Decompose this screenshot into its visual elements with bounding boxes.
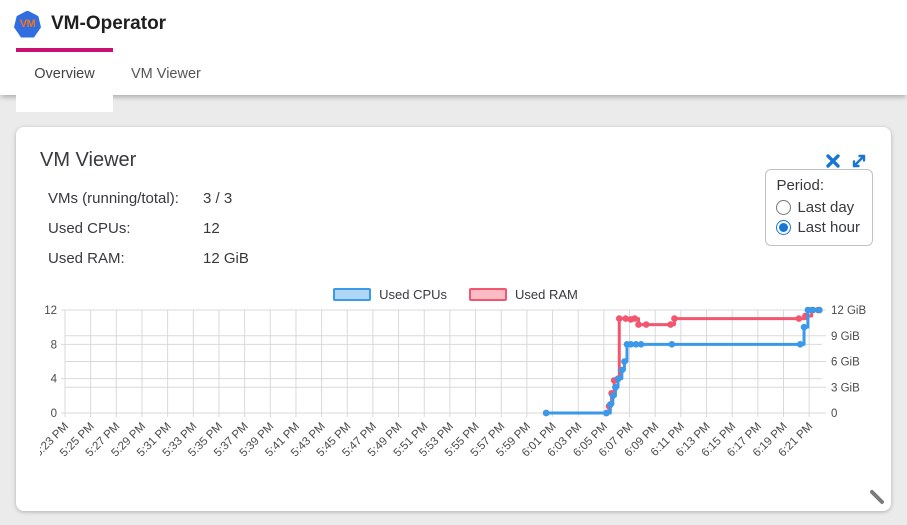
radio-last-day[interactable]: Last day: [776, 199, 860, 216]
svg-text:8: 8: [51, 339, 57, 351]
legend-label: Used RAM: [515, 287, 578, 302]
app-title: VM-Operator: [51, 13, 167, 34]
legend-item-cpus: Used CPUs: [333, 287, 447, 302]
tab-vm-viewer[interactable]: VM Viewer: [131, 65, 201, 82]
radio-last-day-input[interactable]: [776, 200, 792, 215]
stat-value: 12: [203, 220, 220, 237]
svg-text:12: 12: [44, 305, 57, 317]
app-header: VM VM-Operator Overview VM Viewer: [0, 0, 907, 112]
svg-text:0: 0: [831, 408, 837, 420]
expand-icon[interactable]: [851, 153, 867, 169]
card-title: VM Viewer: [40, 149, 137, 171]
svg-text:6 GiB: 6 GiB: [831, 357, 860, 369]
stat-value: 3 / 3: [203, 190, 233, 207]
stat-label: Used CPUs:: [48, 220, 131, 237]
stat-label: Used RAM:: [48, 250, 125, 267]
svg-text:12 GiB: 12 GiB: [831, 305, 866, 317]
radio-last-hour-input[interactable]: [776, 220, 792, 235]
legend-swatch-cpus: [333, 288, 372, 301]
svg-text:4: 4: [51, 374, 58, 386]
vm-viewer-card: VM Viewer VMs (running/total): 3 / 3 Use…: [16, 127, 891, 511]
period-radio-group: Period: Last day Last hour: [765, 169, 873, 246]
usage-chart: 5:23 PM5:25 PM5:27 PM5:29 PM5:31 PM5:33 …: [32, 305, 866, 459]
svg-text:9 GiB: 9 GiB: [831, 331, 860, 343]
radio-last-hour[interactable]: Last hour: [776, 219, 860, 236]
page-content: VM Viewer VMs (running/total): 3 / 3 Use…: [0, 95, 907, 511]
svg-text:3 GiB: 3 GiB: [831, 382, 860, 394]
close-icon[interactable]: [825, 153, 841, 169]
svg-text:0: 0: [51, 408, 57, 420]
period-label: Period:: [776, 177, 824, 194]
vm-stats: VMs (running/total): 3 / 3 Used CPUs: 12…: [48, 190, 468, 267]
legend-item-ram: Used RAM: [469, 287, 578, 302]
chart-legend: Used CPUs Used RAM: [40, 287, 871, 302]
legend-swatch-ram: [469, 288, 508, 301]
kubernetes-vm-logo-icon: VM: [14, 10, 41, 38]
tab-bar: Overview VM Viewer: [0, 48, 907, 112]
tab-overview[interactable]: Overview: [16, 48, 113, 112]
stat-value: 12 GiB: [203, 250, 249, 267]
resize-handle-icon[interactable]: [868, 488, 886, 506]
legend-label: Used CPUs: [379, 287, 448, 302]
stat-label: VMs (running/total):: [48, 190, 179, 207]
